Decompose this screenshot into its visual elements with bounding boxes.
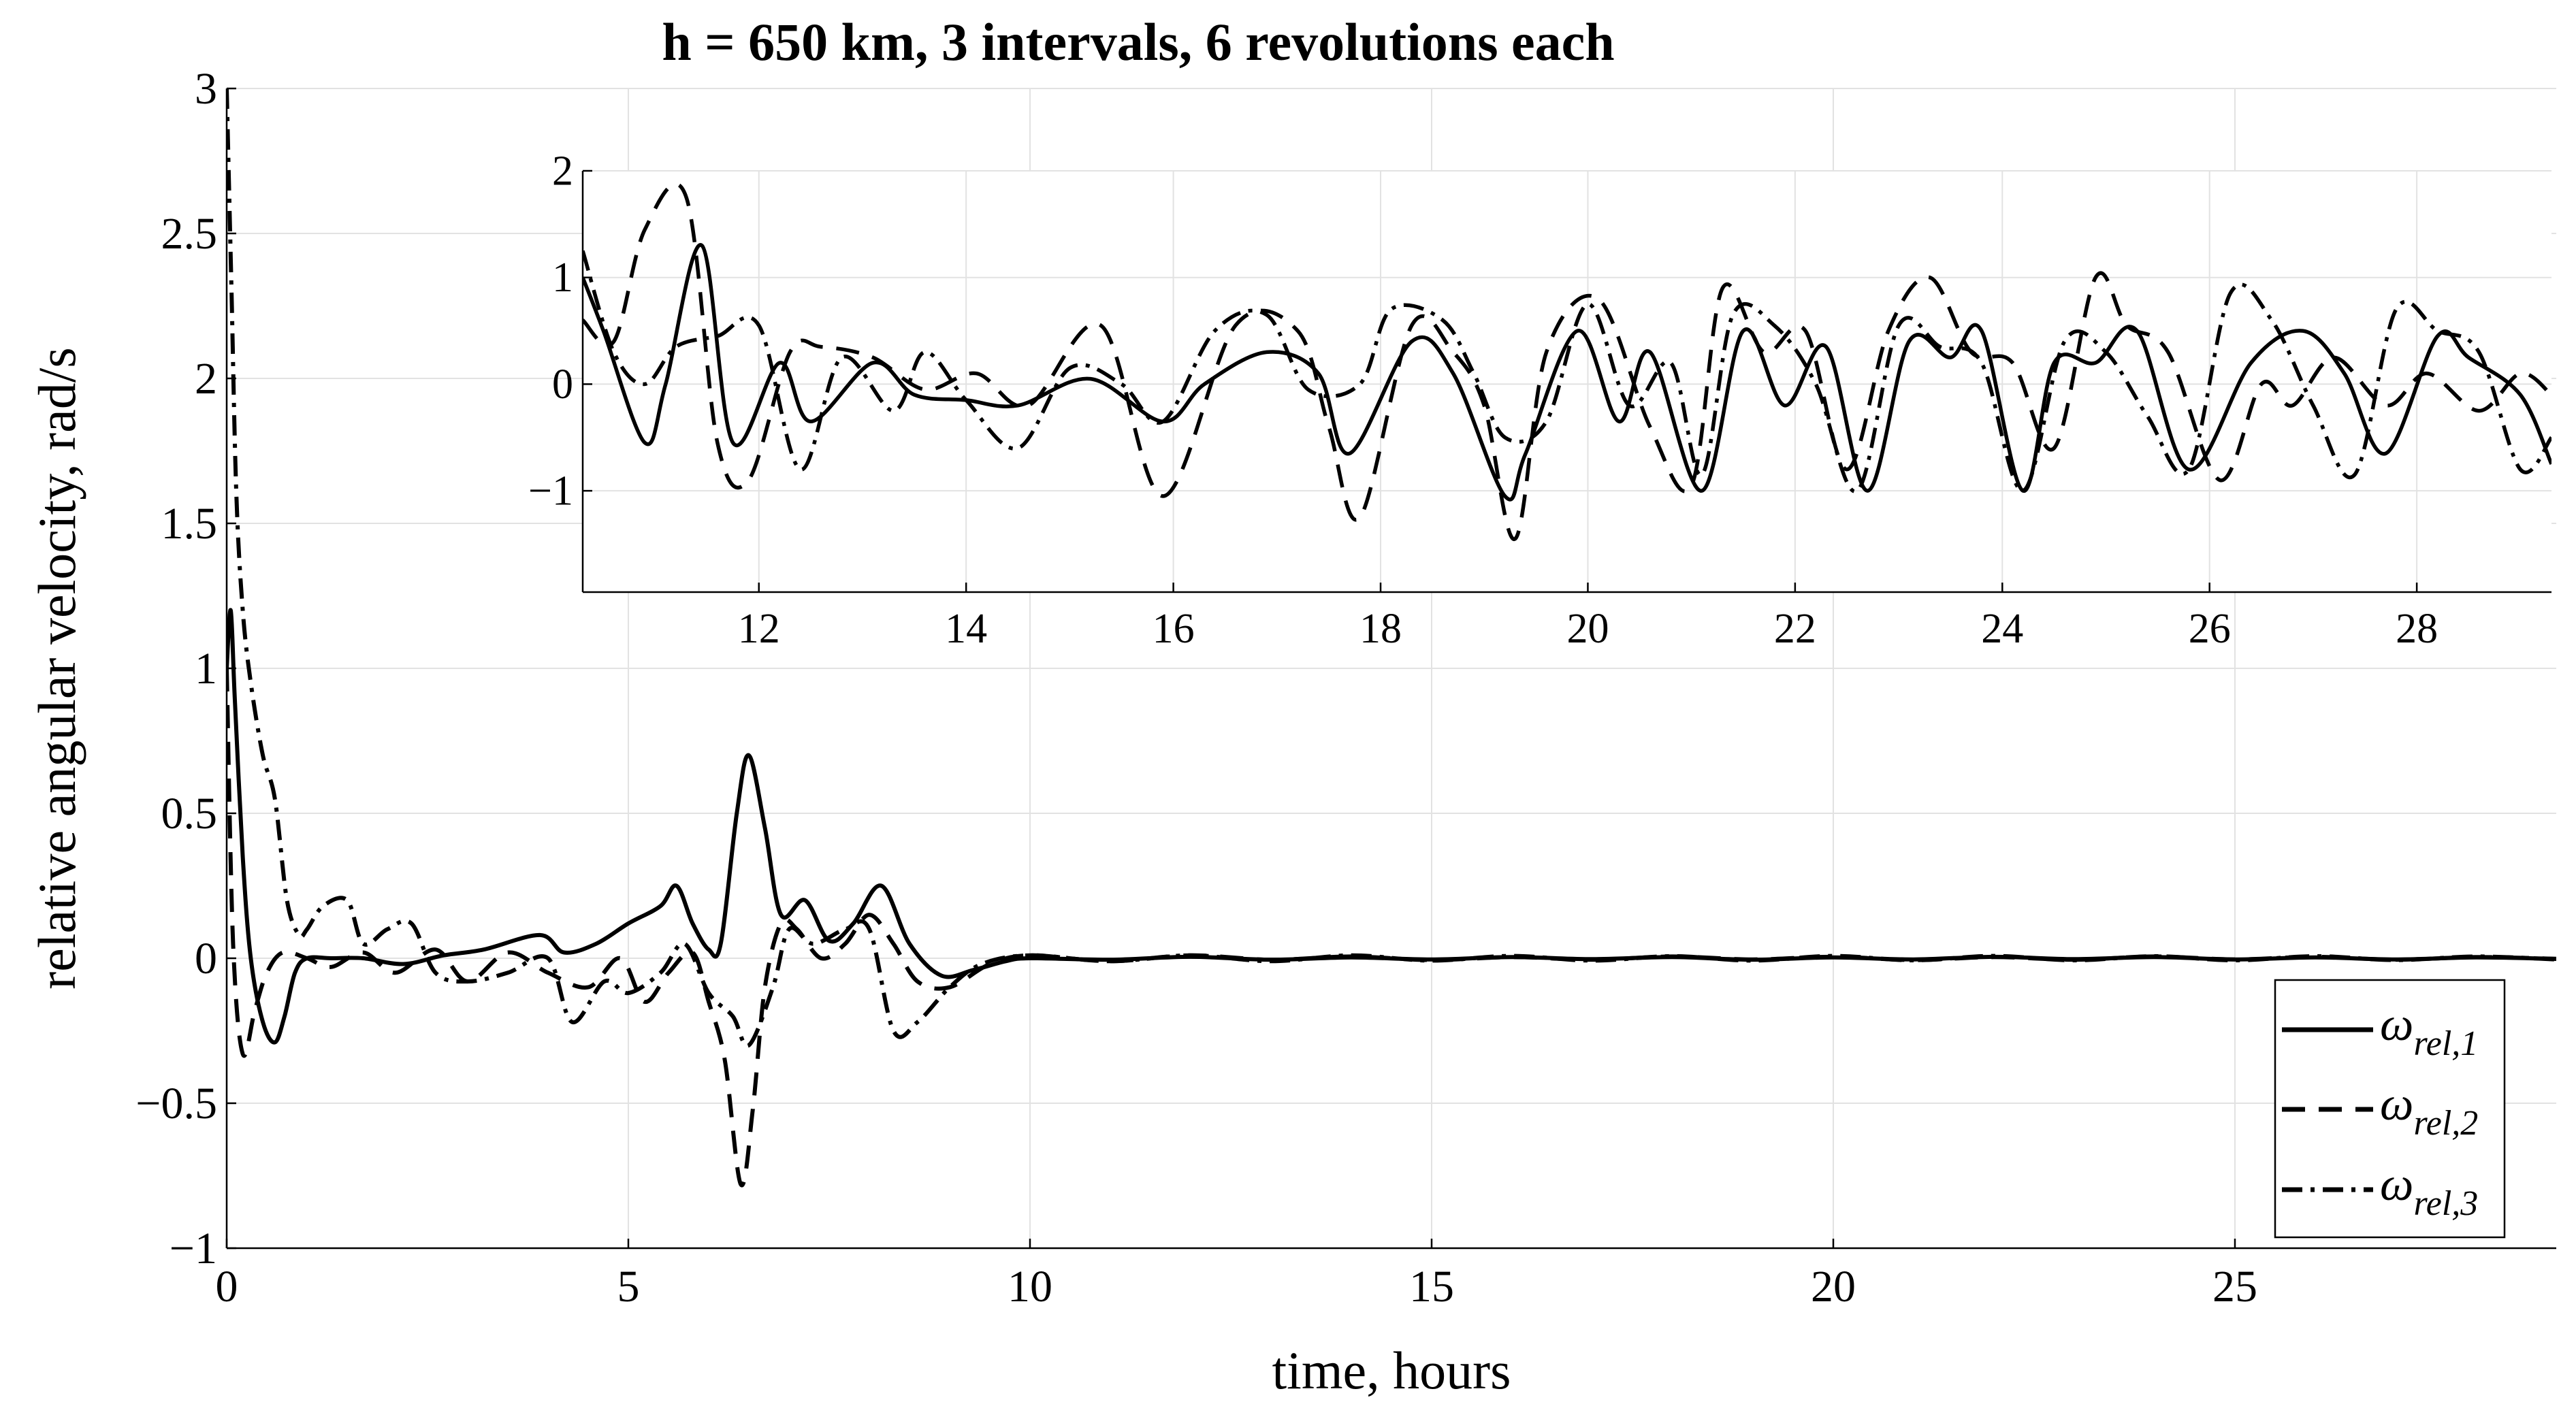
- inset-xtick-label-4: 20: [1566, 606, 1609, 652]
- main-series: [227, 88, 2556, 1188]
- main-ytick-label-0: −1: [170, 1224, 217, 1273]
- main-series-3-line: [227, 88, 2556, 1048]
- y-axis-label: relative angular velocity, rad/s: [27, 347, 86, 990]
- legend-entry-1: ωrel,1: [2282, 998, 2478, 1063]
- inset-xtick-label-3: 18: [1359, 606, 1402, 652]
- legend-subscript-1: rel,1: [2413, 1024, 2478, 1063]
- legend-symbol-1: ω: [2380, 998, 2413, 1051]
- inset-xtick-label-8: 28: [2396, 606, 2438, 652]
- main-xtick-label-3: 15: [1409, 1262, 1454, 1311]
- legend-entry-3: ωrel,3: [2282, 1158, 2478, 1223]
- main-ytick-label-8: 3: [195, 64, 217, 114]
- svg-text:ωrel,3: ωrel,3: [2380, 1158, 2478, 1223]
- legend-box: [2274, 979, 2506, 1239]
- main-xtick-label-1: 5: [617, 1262, 640, 1311]
- main-ytick-label-5: 1.5: [161, 499, 218, 549]
- inset-xtick-label-0: 12: [738, 606, 780, 652]
- legend-subscript-2: rel,2: [2413, 1104, 2478, 1143]
- inset-ytick-label-1: 0: [552, 361, 573, 408]
- main-xtick-label-4: 20: [1811, 1262, 1856, 1311]
- svg-text:ωrel,1: ωrel,1: [2380, 998, 2478, 1063]
- inset-axes-background: [583, 171, 2551, 592]
- main-xtick-label-2: 10: [1008, 1262, 1052, 1311]
- inset-xtick-label-2: 16: [1153, 606, 1195, 652]
- main-ytick-label-2: 0: [195, 934, 217, 983]
- legend-symbol-2: ω: [2380, 1078, 2413, 1130]
- main-xtick-label-0: 0: [216, 1262, 238, 1311]
- main-ytick-label-1: −0.5: [135, 1079, 217, 1128]
- main-series-2-line: [227, 668, 2556, 1188]
- inset-series-3-line: [583, 250, 2551, 493]
- inset-series-2-line: [583, 182, 2551, 541]
- inset-ytick-label-0: −1: [528, 468, 573, 515]
- inset-series-1-line: [583, 243, 2551, 502]
- chart-title: h = 650 km, 3 intervals, 6 revolutions e…: [662, 12, 1614, 71]
- legend-entry-2: ωrel,2: [2282, 1078, 2478, 1143]
- inset-xtick-label-6: 24: [1981, 606, 2023, 652]
- svg-text:ωrel,2: ωrel,2: [2380, 1078, 2478, 1143]
- main-ytick-label-4: 1: [195, 644, 217, 694]
- legend-subscript-3: rel,3: [2413, 1184, 2478, 1223]
- main-ytick-label-6: 2: [195, 354, 217, 404]
- inset-ytick-label-2: 1: [552, 255, 573, 301]
- inset-xtick-label-7: 26: [2189, 606, 2231, 652]
- main-ticks: 0 5 10 15 20 25−1−0.500.511.522.53: [135, 64, 2257, 1311]
- inset-xtick-label-5: 22: [1774, 606, 1816, 652]
- inset-ytick-label-3: 2: [552, 148, 573, 194]
- main-xtick-label-5: 25: [2212, 1262, 2257, 1311]
- inset-series: [583, 182, 2551, 541]
- x-axis-label: time, hours: [1272, 1341, 1511, 1400]
- inset-xtick-label-1: 14: [945, 606, 987, 652]
- main-ytick-label-7: 2.5: [161, 209, 218, 259]
- main-ytick-label-3: 0.5: [161, 789, 218, 838]
- legend-symbol-3: ω: [2380, 1158, 2413, 1211]
- legend: ωrel,1 ωrel,2 ωrel,3: [2274, 979, 2506, 1239]
